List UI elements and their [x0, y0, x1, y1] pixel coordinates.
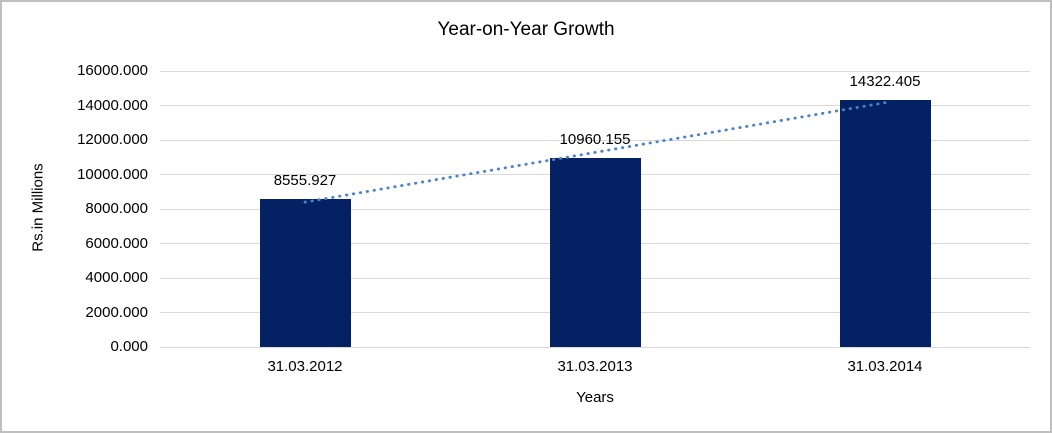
x-axis-tick-label: 31.03.2013 [557, 358, 633, 375]
y-axis-tick-label: 4000.000 [85, 269, 148, 286]
y-axis-tick-label: 12000.000 [77, 131, 148, 148]
y-axis-tick-label: 10000.000 [77, 165, 148, 183]
bar [549, 157, 641, 347]
y-axis-tick-label: 6000.000 [85, 234, 148, 252]
chart-title: Year-on-Year Growth [437, 19, 615, 40]
bar [259, 199, 351, 347]
y-axis-tick-label: 0.000 [110, 338, 148, 355]
data-label: 8555.927 [273, 172, 337, 190]
y-axis-tick-label: 14000.000 [77, 96, 148, 114]
x-axis-title: Years [576, 389, 614, 406]
y-axis-tick-label: 8000.000 [85, 200, 148, 217]
x-axis-tick-label: 31.03.2014 [847, 358, 923, 375]
bar [839, 99, 931, 347]
gridline [160, 346, 1030, 348]
y-axis-tick-label: 2000.000 [85, 303, 148, 321]
x-axis-tick-label: 31.03.2012 [267, 358, 343, 375]
data-label: 10960.155 [559, 130, 631, 148]
data-label: 14322.405 [849, 72, 921, 90]
gridline [160, 70, 1030, 72]
y-axis-tick-label: 16000.000 [77, 62, 148, 79]
